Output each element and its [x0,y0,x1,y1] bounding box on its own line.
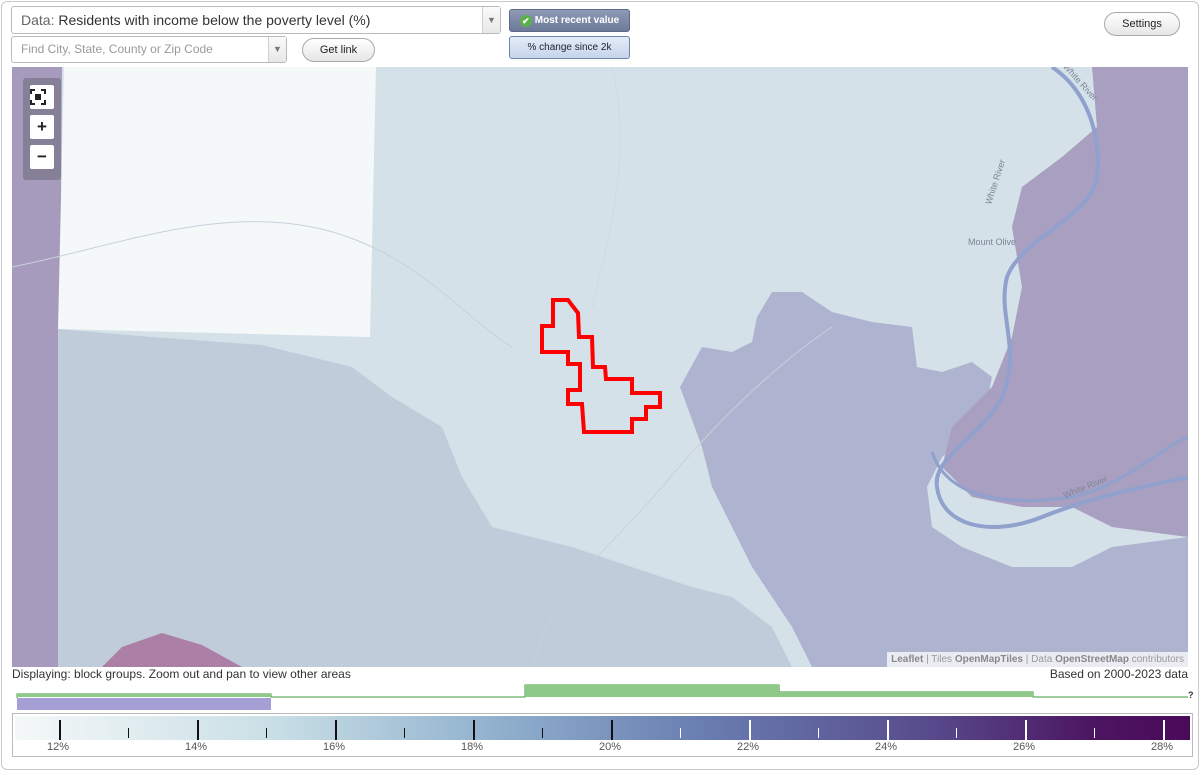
histogram-bar [525,685,779,697]
legend-tick [128,728,129,738]
fullscreen-icon [30,89,46,105]
selected-range-band [17,698,271,710]
fullscreen-button[interactable] [30,85,54,109]
choropleth-layer [12,67,1188,667]
white-river-line-2 [930,435,1188,503]
road-line [531,326,833,667]
legend-label: 20% [598,741,622,753]
mount-olive-label: Mount Olive [968,237,1017,247]
zoom-in-button[interactable]: + [30,115,54,139]
legend-tick [749,720,751,740]
map-view[interactable]: Mount Olive White River White River Whit… [12,67,1188,667]
legend-label: 16% [322,741,346,753]
region-east [680,292,1188,667]
contributors-text: contributors [1131,654,1184,665]
legend-label: 28% [1150,741,1174,753]
legend-tick [818,728,819,738]
legend-label: 22% [736,741,760,753]
legend-tick [197,720,199,740]
region-southwest [58,329,792,667]
zoom-controls: + − [23,78,61,180]
legend-label: 26% [1012,741,1036,753]
region-left-purple [12,67,62,667]
settings-button[interactable]: Settings [1104,12,1180,36]
histogram-bar [779,692,1033,697]
legend-gradient [15,716,1190,740]
openmaptiles-link[interactable]: OpenMapTiles [954,654,1023,665]
road-line [12,221,513,348]
legend-tick [266,728,267,738]
road-line [591,67,621,308]
data-variable-select[interactable]: Data: Residents with income below the po… [11,6,501,34]
legend-tick [611,720,613,740]
color-legend: 12% 14% 16% 18% 20% 22% 24% 26% 28% [12,713,1193,757]
legend-tick [404,728,405,738]
percent-change-button[interactable]: % change since 2k [509,36,630,59]
legend-label: 14% [184,741,208,753]
openstreetmap-link[interactable]: OpenStreetMap [1055,654,1129,665]
legend-tick [1163,720,1165,740]
data-range-note: Based on 2000-2023 data [1049,667,1188,681]
white-river-line [934,67,1188,529]
get-link-button[interactable]: Get link [302,38,375,62]
display-note: Displaying: block groups. Zoom out and p… [12,667,351,681]
region-northwest [58,67,376,337]
legend-tick [887,720,889,740]
legend-tick [542,728,543,738]
region-far-east [942,67,1188,537]
tiles-prefix: | Tiles [926,654,953,665]
map-attribution: Leaflet | Tiles OpenMapTiles | Data Open… [887,652,1188,667]
most-recent-value-button[interactable]: ✔ Most recent value [509,9,630,32]
legend-tick [956,728,957,738]
location-search[interactable]: ▼ [11,36,287,63]
data-prefix: | Data [1025,654,1053,665]
legend-tick [680,728,681,738]
legend-tick [335,720,337,740]
histogram-bar [17,694,271,697]
chevron-down-icon[interactable]: ▼ [482,7,500,33]
data-prefix-label: Data: [21,12,55,28]
legend-label: 12% [46,741,70,753]
legend-label: 18% [460,741,484,753]
search-input[interactable] [21,42,261,56]
check-icon: ✔ [519,15,532,27]
legend-tick [1025,720,1027,740]
zoom-out-button[interactable]: − [30,145,54,169]
most-recent-label: Most recent value [534,15,620,26]
region-bottom-left-purple [102,633,242,667]
selected-area-outline [540,298,662,434]
unknown-value-mark: ? [1188,690,1194,700]
chevron-down-icon[interactable]: ▼ [268,37,286,62]
leaflet-link[interactable]: Leaflet [891,654,924,665]
distribution-histogram[interactable] [12,682,1192,712]
legend-label: 24% [874,741,898,753]
data-variable-value: Residents with income below the poverty … [58,12,371,28]
legend-tick [473,720,475,740]
legend-tick [1094,728,1095,738]
legend-tick [59,720,61,740]
